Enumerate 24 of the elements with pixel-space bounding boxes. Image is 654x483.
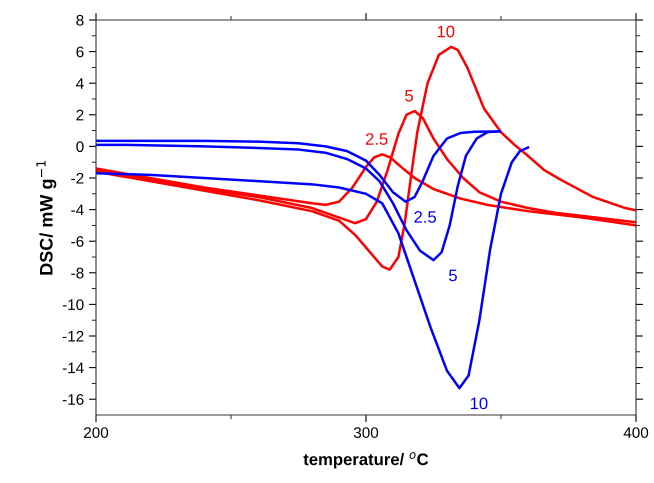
x-tick-label: 400 xyxy=(624,427,648,438)
y-tick-label: 2 xyxy=(76,110,84,120)
y-tick-label: -6 xyxy=(71,236,84,247)
series-label: 5 xyxy=(448,270,457,282)
y-tick-label: 4 xyxy=(76,78,84,89)
y-tick-label: -2 xyxy=(71,172,84,184)
x-tick-label: 300 xyxy=(354,427,378,438)
y-tick-label: -12 xyxy=(62,330,84,342)
series-label: 10 xyxy=(438,26,454,38)
y-tick-label: -8 xyxy=(71,268,84,278)
series-label: 2.5 xyxy=(366,133,388,145)
y-tick-label: 8 xyxy=(76,14,84,26)
series-label: 10 xyxy=(470,397,488,410)
y-tick-label: -10 xyxy=(62,299,84,310)
x-axis-title: temperature/ $^{o}$C xyxy=(303,452,428,469)
y-tick-label: 0 xyxy=(76,141,84,152)
x-tick-label: 200 xyxy=(84,427,108,438)
y-tick-label: 6 xyxy=(76,46,84,58)
y-tick-label: -16 xyxy=(62,394,84,405)
series-label: 2.5 xyxy=(414,211,436,223)
y-tick-label: -4 xyxy=(71,204,84,216)
y-axis-title: DSC/ mW g$^{−1}$ xyxy=(36,160,56,275)
y-tick-label: -14 xyxy=(62,362,84,374)
series-label: 5 xyxy=(405,90,413,102)
